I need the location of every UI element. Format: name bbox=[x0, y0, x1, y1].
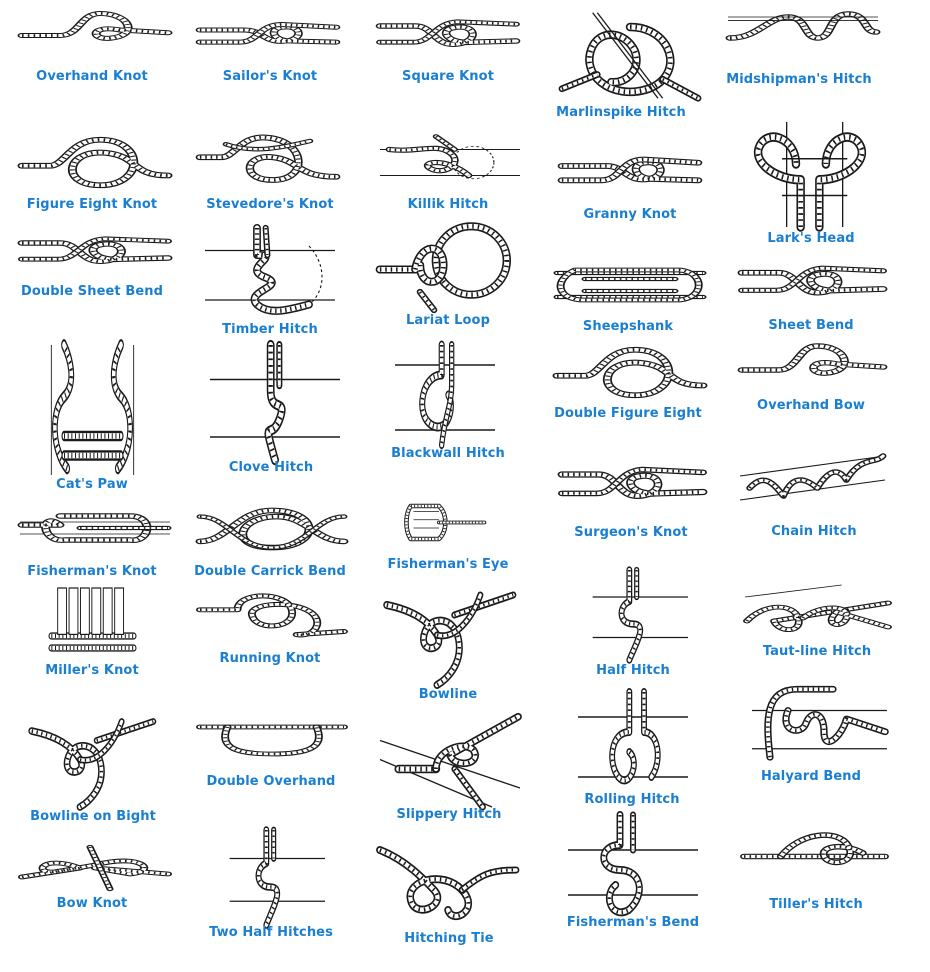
knot-label: Overhand Knot bbox=[36, 69, 148, 84]
tillers-hitch-icon bbox=[740, 832, 889, 866]
killik-hitch-icon bbox=[380, 134, 520, 180]
knot-label: Timber Hitch bbox=[222, 322, 318, 337]
overhand-knot-icon bbox=[17, 11, 173, 41]
fishermans-knot-icon bbox=[17, 513, 172, 543]
knot-label: Stevedore's Knot bbox=[206, 197, 334, 212]
halyard-bend-icon bbox=[752, 685, 889, 761]
cats-paw-icon bbox=[50, 339, 135, 475]
knot-label: Rolling Hitch bbox=[584, 792, 680, 807]
taut-line-hitch-icon bbox=[743, 584, 892, 633]
fishermans-bend-icon bbox=[568, 811, 698, 917]
knot-label: Fisherman's Bend bbox=[566, 915, 700, 930]
knot-label: Miller's Knot bbox=[45, 663, 139, 678]
double-overhand-icon bbox=[196, 724, 348, 757]
knot-label: Sailor's Knot bbox=[222, 69, 318, 84]
half-hitch-icon bbox=[592, 566, 688, 664]
knot-label: Slippery Hitch bbox=[396, 807, 502, 822]
bowline-icon bbox=[383, 591, 517, 689]
running-knot-icon bbox=[196, 593, 348, 638]
knot-label: Bowline bbox=[418, 687, 478, 702]
knot-label: Halyard Bend bbox=[760, 769, 862, 784]
knot-label: Lark's Head bbox=[767, 231, 855, 246]
double-carrick-bend-icon bbox=[195, 507, 349, 551]
knot-label: Lariat Loop bbox=[406, 313, 490, 328]
fishermans-eye-icon bbox=[404, 503, 487, 542]
knot-label: Double Sheet Bend bbox=[20, 284, 164, 299]
millers-knot-icon bbox=[48, 587, 137, 652]
stevedores-knot-icon bbox=[195, 134, 341, 183]
knot-label: Half Hitch bbox=[596, 663, 670, 678]
timber-hitch-icon bbox=[205, 223, 335, 315]
knot-label: Bowline on Bight bbox=[30, 809, 156, 824]
double-sheet-bend-icon bbox=[17, 236, 173, 264]
lariat-loop-icon bbox=[375, 222, 511, 314]
knot-label: Fisherman's Eye bbox=[387, 557, 509, 572]
knot-label: Chain Hitch bbox=[771, 524, 857, 539]
hitching-tie-icon bbox=[376, 846, 520, 920]
larks-head-icon bbox=[753, 122, 867, 232]
knot-label: Sheet Bend bbox=[768, 318, 854, 333]
two-half-hitches-icon bbox=[229, 826, 325, 929]
knot-label: Cat's Paw bbox=[56, 477, 128, 492]
knot-label: Clove Hitch bbox=[228, 460, 314, 475]
double-figure-eight-icon bbox=[552, 346, 708, 399]
knot-label: Tiller's Hitch bbox=[769, 897, 863, 912]
chain-hitch-icon bbox=[739, 453, 887, 501]
blackwall-hitch-icon bbox=[395, 340, 495, 449]
knot-label: Marlinspike Hitch bbox=[556, 105, 686, 120]
bowline-on-bight-icon bbox=[28, 718, 157, 811]
overhand-bow-icon bbox=[737, 343, 888, 376]
knot-label: Double Carrick Bend bbox=[194, 564, 346, 579]
knot-label: Midshipman's Hitch bbox=[726, 72, 872, 87]
knot-label: Granny Knot bbox=[583, 207, 677, 222]
surgeons-knot-icon bbox=[557, 466, 708, 499]
rolling-hitch-icon bbox=[578, 688, 688, 785]
midshipmans-hitch-icon bbox=[725, 11, 881, 41]
knot-label: Double Overhand bbox=[206, 774, 336, 789]
sheepshank-icon bbox=[553, 267, 707, 303]
knot-label: Taut-line Hitch bbox=[762, 644, 872, 659]
figure-eight-knot-icon bbox=[17, 136, 173, 189]
sheet-bend-icon bbox=[737, 265, 888, 296]
knot-label: Blackwall Hitch bbox=[391, 446, 505, 461]
clove-hitch-icon bbox=[210, 339, 340, 466]
knot-label: Two Half Hitches bbox=[209, 925, 333, 940]
square-knot-icon bbox=[375, 19, 521, 47]
knot-label: Running Knot bbox=[219, 651, 321, 666]
bow-knot-icon bbox=[18, 844, 172, 892]
knot-label: Hitching Tie bbox=[404, 931, 494, 946]
knot-label: Figure Eight Knot bbox=[26, 197, 158, 212]
granny-knot-icon bbox=[557, 156, 703, 184]
knot-label: Fisherman's Knot bbox=[27, 564, 157, 579]
knot-label: Double Figure Eight bbox=[554, 406, 702, 421]
knot-label: Square Knot bbox=[401, 69, 495, 84]
knot-label: Overhand Bow bbox=[757, 398, 865, 413]
sailors-knot-icon bbox=[195, 22, 341, 45]
knot-label: Killik Hitch bbox=[407, 197, 489, 212]
knot-label: Sheepshank bbox=[582, 319, 674, 334]
slippery-hitch-icon bbox=[379, 712, 522, 811]
knot-label: Surgeon's Knot bbox=[574, 525, 688, 540]
knot-label: Bow Knot bbox=[56, 896, 128, 911]
marlinspike-hitch-icon bbox=[558, 12, 702, 102]
